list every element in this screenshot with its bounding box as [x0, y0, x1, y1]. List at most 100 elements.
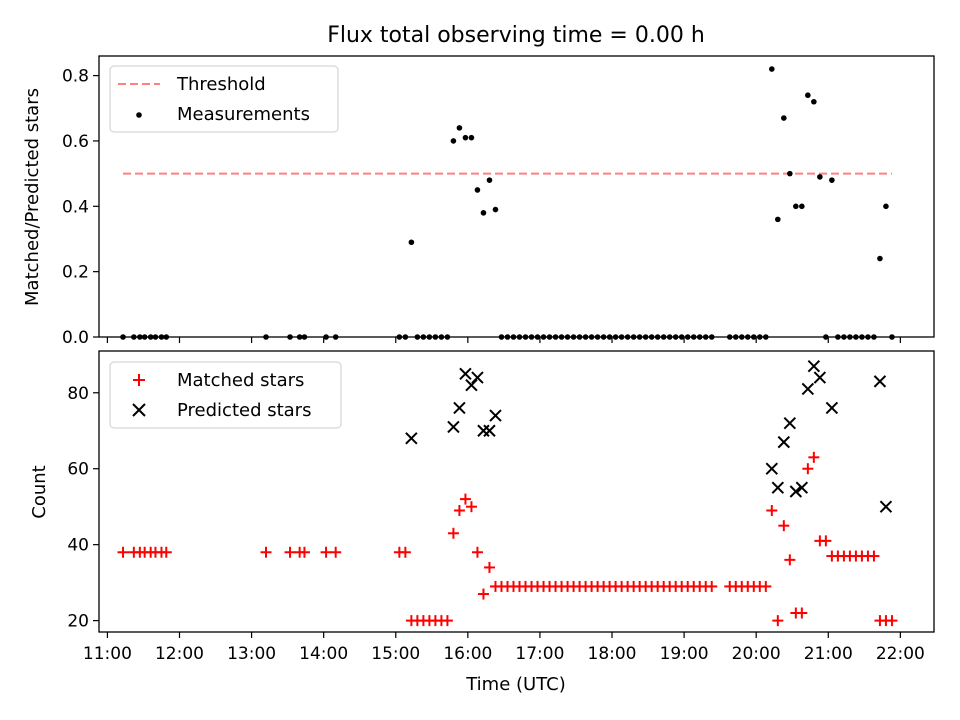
measurement-point [732, 334, 739, 340]
measurement-point [612, 334, 619, 340]
x-tick-label: 22:00 [876, 644, 925, 664]
matched-star-point [320, 546, 332, 558]
measurement-point [696, 334, 703, 340]
predicted-star-point [489, 409, 502, 422]
legend-predicted-label: Predicted stars [177, 400, 311, 421]
chart-title: Flux total observing time = 0.00 h [327, 23, 705, 48]
legend-matched-label: Matched stars [177, 370, 304, 391]
measurement-point [702, 334, 709, 340]
predicted-star-stroke [447, 420, 460, 434]
measurement-point [775, 216, 781, 223]
measurement-point [323, 334, 329, 340]
measurement-point [468, 134, 475, 141]
measurement-point [817, 174, 823, 180]
predicted-star-stroke [879, 500, 893, 513]
bottom-plot-area [98, 350, 935, 633]
measurement-point [781, 115, 787, 121]
bottom-legend-box [109, 361, 342, 429]
predicted-star-point [789, 485, 803, 498]
measurement-point [492, 206, 499, 213]
measurement-point [456, 125, 463, 131]
matched-star-point [820, 535, 832, 547]
matched-star-point [399, 546, 411, 558]
measurement-point [432, 334, 439, 340]
x-tick-label: 16:00 [443, 644, 492, 664]
measurement-point [474, 187, 481, 193]
predicted-star-point [813, 371, 827, 384]
predicted-star-point [471, 371, 484, 384]
bottom-legend: Matched stars Predicted stars [109, 361, 342, 429]
measurement-point [141, 334, 148, 340]
measurement-point [606, 334, 613, 340]
predicted-star-point [405, 432, 418, 445]
predicted-star-point [465, 378, 478, 392]
measurement-point [158, 334, 165, 340]
predicted-star-point [447, 420, 460, 434]
predicted-star-stroke [795, 481, 809, 494]
predicted-star-point [459, 367, 472, 380]
bottom-y-tick-label: 40 [67, 536, 89, 556]
measurement-point [147, 334, 154, 340]
measurement-point [120, 334, 126, 340]
measurement-point [859, 334, 865, 340]
bottom-y-tick-label: 80 [67, 384, 89, 404]
matched-star-point [802, 463, 814, 475]
measurement-point [408, 239, 415, 246]
measurement-point [624, 334, 631, 340]
measurement-point [672, 334, 679, 340]
measurement-point [811, 98, 817, 105]
x-tick-label: 12:00 [155, 644, 204, 664]
bottom-y-tick-label: 60 [67, 460, 89, 480]
measurement-point [684, 334, 691, 340]
measurement-point [402, 334, 409, 340]
measurement-point [552, 334, 559, 340]
predicted-star-stroke [801, 382, 815, 396]
measurement-point [534, 334, 541, 340]
top-x-ticks [106, 337, 901, 343]
matched-star-point [260, 546, 272, 558]
measurement-point [558, 334, 565, 340]
matched-star-point [117, 546, 129, 558]
x-axis-label: Time (UTC) [465, 674, 566, 695]
measurement-point [426, 334, 433, 340]
measurement-point [594, 334, 601, 340]
measurement-point [152, 334, 159, 340]
predicted-star-stroke [489, 409, 502, 422]
predicted-star-stroke [873, 375, 887, 388]
matched-star-point [465, 501, 477, 513]
predicted-star-stroke [777, 435, 791, 449]
bottom-marks [117, 359, 898, 627]
matched-star-point [459, 493, 471, 505]
predicted-star-point [801, 382, 815, 396]
top-y-tick-label: 0.2 [62, 263, 89, 283]
x-tick-label: 17:00 [515, 644, 564, 664]
top-legend-box [109, 65, 339, 133]
measurement-point [799, 203, 805, 210]
predicted-star-stroke [465, 378, 478, 392]
measurement-point [444, 334, 451, 340]
measurement-point [642, 334, 649, 340]
measurement-point [769, 66, 775, 72]
matched-star-point [796, 607, 808, 619]
measurement-point [450, 138, 457, 144]
top-legend: Threshold Measurements [109, 65, 339, 133]
x-tick-label: 13:00 [227, 644, 276, 664]
matched-star-point [298, 546, 310, 558]
measurement-point [756, 334, 763, 340]
measurement-point [332, 334, 339, 340]
measurement-point [666, 334, 673, 340]
bottom-x-ticks: 11:00 12:00 13:00 14:00 15:00 16:00 17:00 18:00… [83, 632, 925, 664]
matched-star-point [760, 580, 772, 592]
measurement-point [414, 334, 421, 340]
measurement-point [883, 203, 889, 210]
measurement-point [889, 334, 895, 340]
top-panel: 0.00.20.40.60.8 Matched/Predicted stars … [22, 55, 935, 348]
measurement-point [654, 334, 661, 340]
measurement-point [263, 334, 269, 340]
measurement-point [516, 334, 523, 340]
predicted-star-stroke [453, 401, 466, 415]
top-y-tick-label: 0.0 [62, 328, 89, 348]
top-marks [120, 66, 895, 340]
measurement-point [678, 334, 685, 340]
